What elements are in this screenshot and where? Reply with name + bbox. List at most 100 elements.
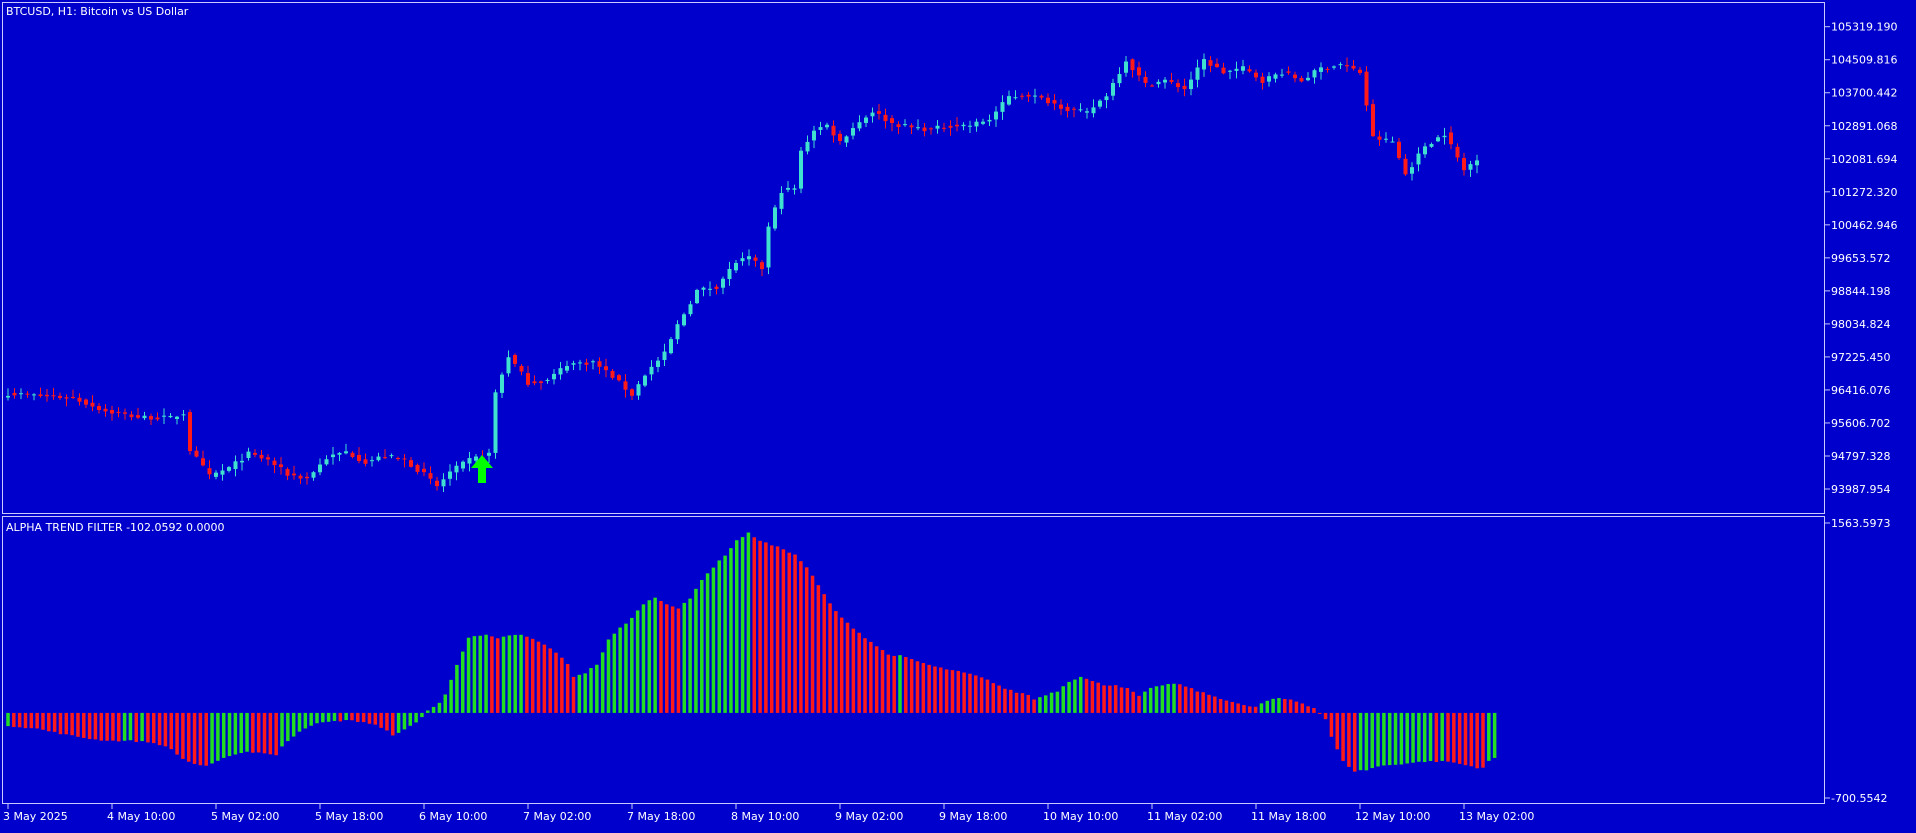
candle [513,353,517,367]
candle [1169,72,1174,85]
time-tick-label: 5 May 02:00 [211,810,279,823]
histogram-bar [1148,687,1153,713]
candle [552,369,556,385]
candle-body [987,119,992,122]
candle [1098,99,1102,109]
histogram-bar [705,573,710,713]
candle [279,457,283,475]
histogram-bar [256,712,261,753]
candle-body [1033,95,1037,97]
histogram-bar [1043,695,1048,713]
candle [662,343,667,367]
candle-body [929,128,933,130]
indicator-axis: 1563.5973 -700.5542 [1825,517,1891,805]
histogram-bar [186,712,191,762]
candle [409,457,413,468]
candle [604,358,608,378]
candle [461,460,465,472]
candle [591,359,595,370]
time-tick-label: 3 May 2025 [3,810,68,823]
candle [1254,69,1258,82]
candle-body [1189,79,1193,90]
price-panel-title: BTCUSD, H1: Bitcoin vs US Dollar [6,5,189,18]
candle-body [825,124,829,128]
histogram-bar [991,683,996,713]
histogram-bar [152,712,156,744]
candle-body [149,416,153,420]
histogram-bar [93,712,98,740]
histogram-bar [1481,712,1485,768]
candle-body [1325,68,1330,70]
candle-body [188,412,192,452]
candle [175,415,179,425]
candle [610,369,615,380]
candle [1306,72,1310,82]
candle-body [1377,136,1382,140]
histogram-bar [542,644,547,713]
histogram-bar [1259,703,1264,713]
candle-body [831,125,836,136]
candle [968,120,972,134]
histogram-bar [1475,712,1479,769]
price-tick-label: 104509.816 [1831,54,1897,67]
candle [727,261,732,286]
histogram-bar [198,712,203,766]
candle [1319,62,1323,80]
candle [331,447,335,465]
candle-body [454,465,459,473]
candle-body [786,187,790,190]
candle-body [246,451,251,458]
candle-body [961,124,966,127]
candle [987,114,992,127]
candle [90,395,95,412]
candle-body [162,415,166,417]
histogram-bar [886,654,891,713]
candle-body [1364,71,1369,106]
candle [948,120,953,136]
candle-body [116,411,121,413]
histogram-bar [87,712,92,740]
histogram-bar [1084,678,1089,713]
candle-body [1319,67,1323,72]
candle [1195,59,1200,88]
histogram-bar [647,600,652,713]
candle-body [77,397,82,402]
histogram-bar [939,667,943,713]
candle-body [383,457,387,459]
candle-body [493,392,498,453]
candle-body [779,193,784,209]
histogram-bar [1457,712,1462,764]
candle-body [727,268,732,280]
histogram-bar [1055,691,1060,713]
histogram-bar [962,672,966,713]
histogram-bar [361,712,366,723]
histogram-bar [1277,698,1281,713]
histogram-bar [1399,712,1404,765]
candle-body [1150,85,1154,87]
candle [350,451,355,459]
histogram-bar [997,685,1001,713]
candle-body [1371,104,1375,137]
candle [714,284,719,295]
candle [233,455,238,477]
candle-body [968,125,972,127]
candle-body [909,125,914,128]
histogram-bar [1183,686,1188,713]
candle [617,373,621,382]
candle [1033,88,1037,104]
histogram-bar [134,712,139,742]
histogram-bar [484,634,488,713]
candle [136,407,140,420]
candle-body [12,392,17,396]
candle-body [721,278,725,288]
histogram-bar [665,604,669,713]
candle [298,473,303,485]
candle [643,374,647,388]
candle-body [214,472,218,477]
candle-body [435,480,439,487]
candle-body [630,389,634,396]
histogram-bar [787,552,791,713]
candle [1312,68,1317,84]
candle-body [870,112,875,117]
candle [487,448,491,464]
